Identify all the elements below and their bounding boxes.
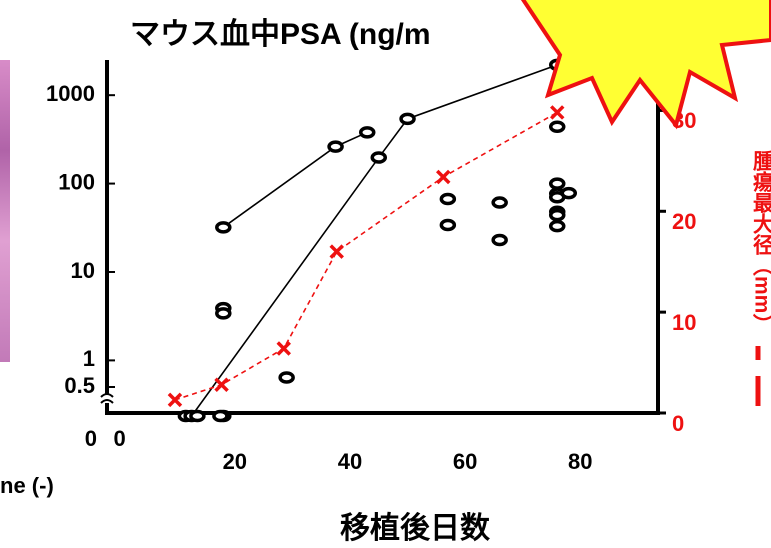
y-tick-label: 1000 (46, 81, 95, 106)
axis-break (101, 394, 113, 403)
data-point (493, 198, 506, 207)
data-point (441, 194, 454, 203)
y-tick-label: 1 (83, 346, 95, 371)
data-point (217, 223, 230, 232)
data-point (214, 412, 227, 421)
y2-tick-label: 0 (672, 411, 684, 436)
cross-marker (331, 246, 343, 258)
data-point (551, 211, 564, 220)
y-tick-label: 0.5 (64, 373, 95, 398)
x-tick-label: 20 (223, 449, 247, 474)
data-point (551, 179, 564, 188)
data-point (562, 189, 575, 198)
cross-marker (216, 379, 228, 391)
starburst (520, 0, 771, 125)
side-text: ne (-) (0, 473, 54, 498)
cross-marker (437, 171, 449, 183)
y2-tick-label: 20 (672, 209, 696, 234)
data-point (217, 309, 230, 318)
data-point (551, 222, 564, 231)
data-point (361, 128, 374, 137)
y2-axis-label: 腫瘍最大径（mm） (751, 150, 771, 334)
series-line (175, 112, 557, 399)
cross-marker (278, 342, 290, 354)
x-tick-label: 60 (453, 449, 477, 474)
x-tick-label: 0 (114, 426, 126, 451)
photo-strip (0, 60, 10, 362)
data-point (329, 142, 342, 151)
data-point (191, 412, 204, 421)
x-tick-label: 40 (338, 449, 362, 474)
data-point (441, 221, 454, 230)
chart: ne (-) マウス血中PSA (ng/m 移植後日数 腫瘍最大径（mm） 0.… (0, 0, 771, 548)
y-tick-label: 100 (58, 169, 95, 194)
data-point (372, 153, 385, 162)
y2-tick-label: 10 (672, 310, 696, 335)
x-tick-label: 80 (568, 449, 592, 474)
cross-marker (169, 394, 181, 406)
data-point (280, 373, 293, 382)
y-tick-label: 10 (71, 258, 95, 283)
x-axis-label: 移植後日数 (340, 512, 491, 545)
data-point (493, 236, 506, 245)
data-point (401, 114, 414, 123)
series-line (223, 132, 367, 227)
data-point (551, 122, 564, 131)
cross-marker (551, 106, 563, 118)
y-tick-label: 0 (85, 426, 97, 451)
chart-title: マウス血中PSA (ng/m (130, 18, 431, 51)
